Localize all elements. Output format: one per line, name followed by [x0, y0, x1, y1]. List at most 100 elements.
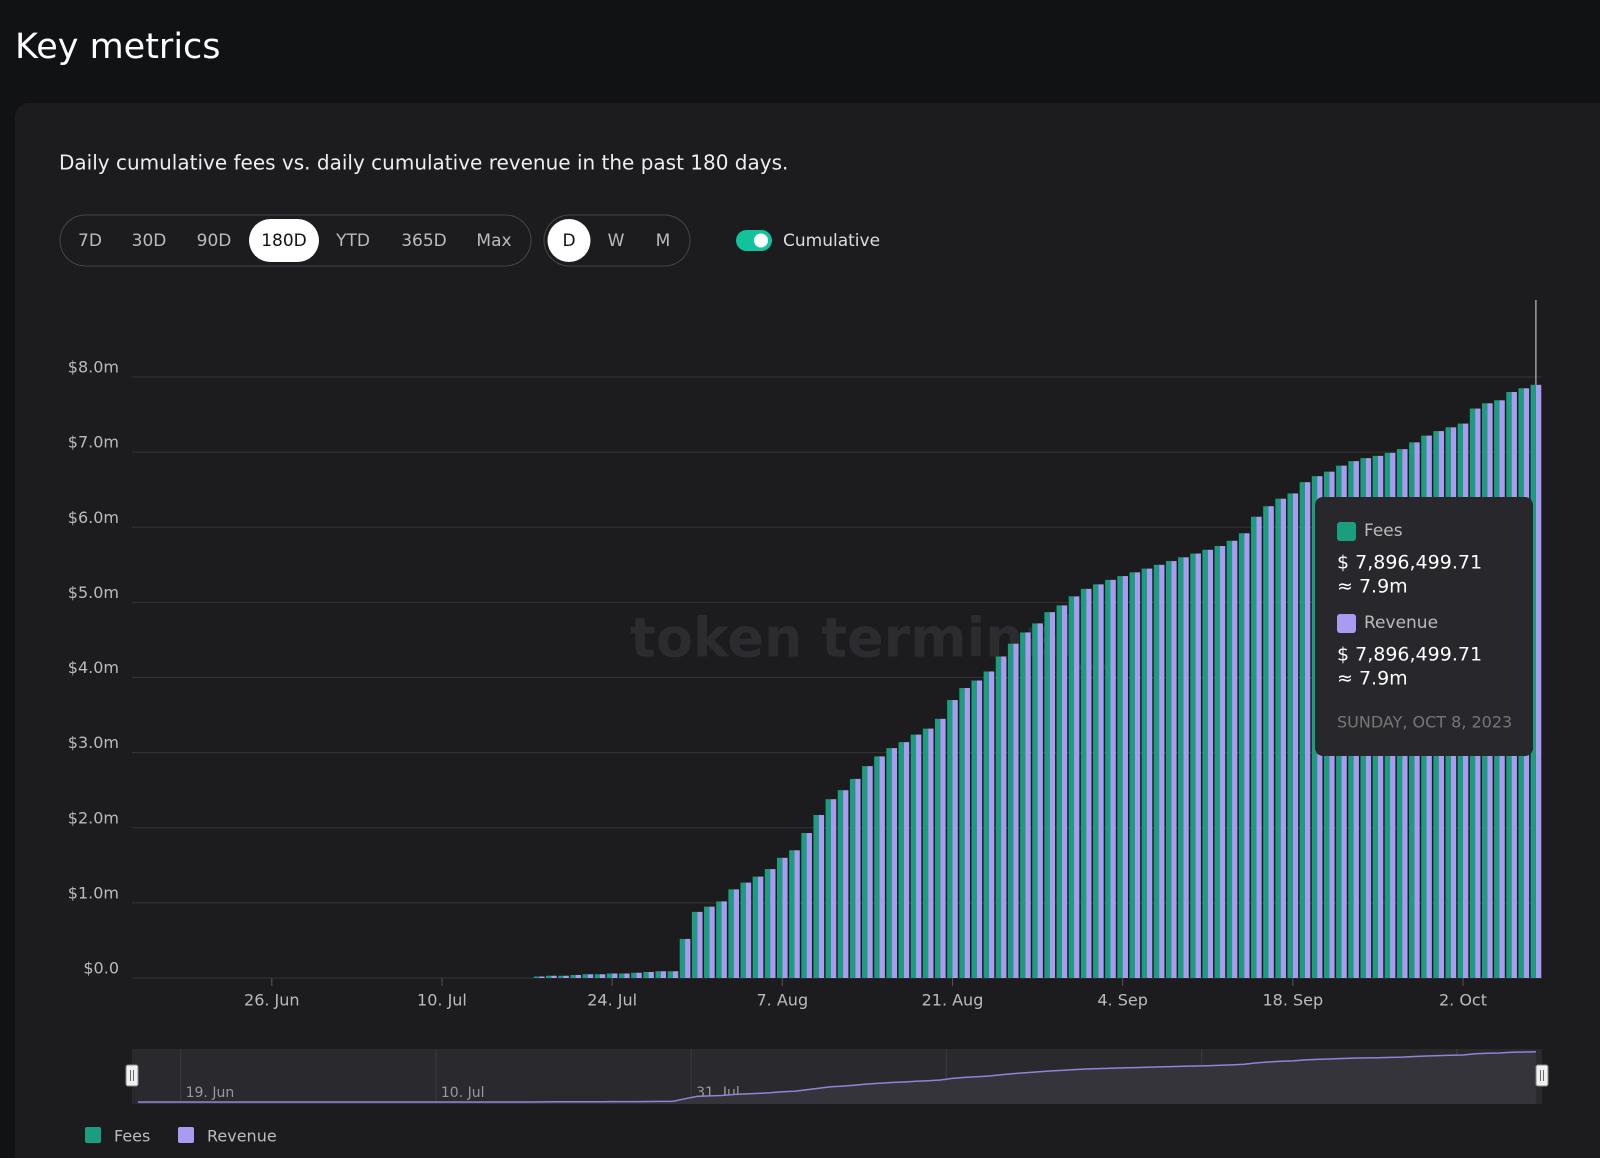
bar — [988, 671, 995, 978]
bar — [1044, 612, 1050, 978]
granularity-button[interactable]: D — [562, 231, 575, 251]
bar — [685, 938, 691, 978]
bar — [1280, 498, 1286, 978]
bar — [1304, 482, 1311, 978]
bar — [539, 976, 545, 978]
tooltip — [1315, 497, 1533, 756]
bar — [910, 734, 917, 978]
bar — [1311, 476, 1318, 978]
bar — [752, 876, 758, 978]
bar — [1219, 546, 1226, 978]
bar — [1292, 493, 1299, 978]
bar — [1535, 384, 1542, 978]
y-tick-label: $8.0m — [68, 358, 119, 377]
x-tick-label: 18. Sep — [1262, 991, 1323, 1010]
bar — [862, 766, 868, 978]
bar — [709, 906, 715, 978]
bar — [782, 857, 788, 978]
bar — [1134, 572, 1141, 978]
bar — [672, 971, 679, 978]
range-button[interactable]: YTD — [335, 231, 370, 251]
bar — [1093, 584, 1099, 978]
bar — [843, 790, 849, 978]
bar — [1049, 612, 1056, 978]
y-tick-label: $1.0m — [68, 883, 119, 902]
bar — [594, 974, 600, 978]
bar — [575, 974, 581, 978]
bar — [867, 766, 873, 978]
bar — [964, 688, 970, 978]
bar — [1232, 540, 1238, 978]
bar — [631, 972, 637, 978]
bar — [1190, 553, 1196, 978]
bar — [794, 850, 800, 978]
bar — [849, 778, 856, 978]
bar — [1207, 549, 1214, 978]
bar — [903, 742, 910, 978]
bar — [916, 734, 922, 978]
tooltip-value: $ 7,896,499.71 — [1337, 552, 1482, 574]
bar — [1202, 549, 1208, 978]
range-button[interactable]: 30D — [132, 231, 167, 251]
bar — [1105, 579, 1111, 978]
bar — [1086, 588, 1092, 978]
legend-label[interactable]: Revenue — [207, 1127, 277, 1146]
bar — [648, 971, 654, 978]
range-button[interactable]: 365D — [401, 231, 447, 251]
navigator-handle[interactable] — [125, 1064, 139, 1087]
tooltip-approx: ≈ 7.9m — [1337, 576, 1408, 598]
bar — [1214, 546, 1220, 978]
range-button[interactable]: 7D — [78, 231, 102, 251]
bar — [830, 799, 837, 978]
bar — [1141, 568, 1147, 978]
bar — [636, 972, 642, 978]
bar — [922, 728, 929, 978]
bar — [599, 974, 606, 978]
range-button-selected[interactable] — [249, 219, 319, 262]
x-tick-label: 10. Jul — [417, 991, 467, 1010]
tooltip-swatch — [1337, 522, 1356, 541]
y-tick-label: $6.0m — [68, 508, 119, 527]
range-button[interactable]: Max — [476, 231, 511, 251]
granularity-button[interactable]: W — [608, 231, 625, 251]
legend-label[interactable]: Fees — [114, 1127, 150, 1146]
toggle-label: Cumulative — [783, 231, 880, 251]
bar — [558, 975, 564, 978]
bar — [1129, 572, 1135, 978]
bar — [733, 889, 740, 978]
legend-swatch[interactable] — [178, 1127, 194, 1143]
bar — [1013, 643, 1019, 978]
bar — [855, 778, 861, 978]
bar — [1074, 596, 1080, 978]
y-tick-label: $0.0 — [83, 959, 119, 978]
x-tick-label: 24. Jul — [587, 991, 637, 1010]
range-button[interactable]: 90D — [197, 231, 232, 251]
bar — [1068, 596, 1075, 978]
bar — [1530, 384, 1536, 978]
bar — [874, 756, 880, 978]
bar — [1025, 632, 1031, 978]
granularity-button-selected[interactable] — [547, 219, 591, 262]
navigator-handle[interactable] — [1535, 1064, 1549, 1087]
bar — [1299, 482, 1305, 978]
bar — [563, 975, 569, 978]
range-button[interactable]: 180D — [261, 231, 307, 251]
legend-swatch[interactable] — [85, 1127, 101, 1143]
bar — [1171, 561, 1177, 978]
bar — [533, 976, 540, 978]
bar — [1056, 605, 1062, 978]
y-tick-label: $2.0m — [68, 808, 119, 827]
granularity-button[interactable]: M — [656, 231, 671, 251]
bar — [1110, 579, 1116, 978]
bar — [976, 680, 983, 978]
bar — [546, 975, 552, 978]
bar — [1032, 623, 1038, 978]
bar — [1153, 564, 1160, 978]
range-group — [59, 214, 532, 267]
navigator-line — [138, 1050, 1536, 1103]
bar — [721, 901, 727, 978]
bar — [995, 656, 1002, 978]
bar — [837, 790, 844, 978]
bar — [643, 971, 649, 978]
navigator-tick-label: 19. Jun — [186, 1085, 235, 1101]
